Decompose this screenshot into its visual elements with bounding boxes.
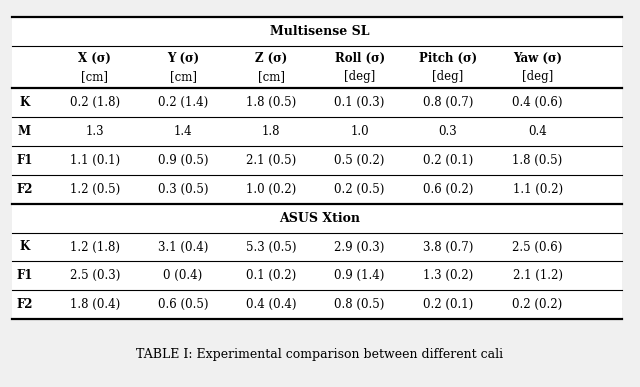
Text: 0.4 (0.4): 0.4 (0.4) xyxy=(246,298,296,311)
Text: Pitch (σ): Pitch (σ) xyxy=(419,52,477,65)
Text: 0.2 (0.2): 0.2 (0.2) xyxy=(513,298,563,311)
Text: 1.2 (0.5): 1.2 (0.5) xyxy=(70,183,120,196)
Text: X (σ): X (σ) xyxy=(78,52,111,65)
Text: Y (σ): Y (σ) xyxy=(167,52,199,65)
Text: 1.3 (0.2): 1.3 (0.2) xyxy=(423,269,473,283)
Text: 1.1 (0.2): 1.1 (0.2) xyxy=(513,183,563,196)
Text: 0.2 (1.8): 0.2 (1.8) xyxy=(70,96,120,109)
Text: 0.4: 0.4 xyxy=(528,125,547,138)
Text: [cm]: [cm] xyxy=(81,70,108,83)
Text: 1.8 (0.5): 1.8 (0.5) xyxy=(513,154,563,167)
Text: [cm]: [cm] xyxy=(258,70,285,83)
Text: 0.2 (0.5): 0.2 (0.5) xyxy=(335,183,385,196)
Text: F2: F2 xyxy=(16,183,33,196)
Text: 2.5 (0.3): 2.5 (0.3) xyxy=(70,269,120,283)
Text: 0.1 (0.3): 0.1 (0.3) xyxy=(335,96,385,109)
Text: F1: F1 xyxy=(16,154,33,167)
Text: 2.5 (0.6): 2.5 (0.6) xyxy=(513,240,563,253)
Text: 0.8 (0.7): 0.8 (0.7) xyxy=(423,96,473,109)
Text: 5.3 (0.5): 5.3 (0.5) xyxy=(246,240,296,253)
Text: F1: F1 xyxy=(16,269,33,283)
Text: 1.8 (0.5): 1.8 (0.5) xyxy=(246,96,296,109)
Text: 1.3: 1.3 xyxy=(85,125,104,138)
Text: Multisense SL: Multisense SL xyxy=(270,26,370,38)
Text: 1.2 (1.8): 1.2 (1.8) xyxy=(70,240,120,253)
Text: F2: F2 xyxy=(16,298,33,311)
Text: 0.9 (0.5): 0.9 (0.5) xyxy=(158,154,208,167)
Text: 0.2 (0.1): 0.2 (0.1) xyxy=(423,154,473,167)
Text: ASUS Xtion: ASUS Xtion xyxy=(280,212,360,224)
Text: [deg]: [deg] xyxy=(522,70,553,83)
Text: 0.3 (0.5): 0.3 (0.5) xyxy=(158,183,208,196)
Text: TABLE I: Experimental comparison between different cali: TABLE I: Experimental comparison between… xyxy=(136,348,504,361)
Text: 0.4 (0.6): 0.4 (0.6) xyxy=(513,96,563,109)
Text: 0.2 (1.4): 0.2 (1.4) xyxy=(158,96,208,109)
Text: 2.9 (0.3): 2.9 (0.3) xyxy=(335,240,385,253)
Text: 1.0: 1.0 xyxy=(350,125,369,138)
Text: 0.1 (0.2): 0.1 (0.2) xyxy=(246,269,296,283)
Text: [deg]: [deg] xyxy=(433,70,463,83)
Text: [cm]: [cm] xyxy=(170,70,196,83)
Text: 0.6 (0.5): 0.6 (0.5) xyxy=(158,298,208,311)
Text: K: K xyxy=(19,96,29,109)
Text: 1.8 (0.4): 1.8 (0.4) xyxy=(70,298,120,311)
Text: 0.9 (1.4): 0.9 (1.4) xyxy=(335,269,385,283)
Text: M: M xyxy=(18,125,31,138)
Text: Roll (σ): Roll (σ) xyxy=(335,52,385,65)
Text: [deg]: [deg] xyxy=(344,70,375,83)
Text: 0 (0.4): 0 (0.4) xyxy=(163,269,203,283)
Text: Yaw (σ): Yaw (σ) xyxy=(513,52,562,65)
Text: 0.2 (0.1): 0.2 (0.1) xyxy=(423,298,473,311)
Text: 1.0 (0.2): 1.0 (0.2) xyxy=(246,183,296,196)
Text: 3.8 (0.7): 3.8 (0.7) xyxy=(423,240,473,253)
Text: 2.1 (0.5): 2.1 (0.5) xyxy=(246,154,296,167)
Text: 1.8: 1.8 xyxy=(262,125,280,138)
Text: K: K xyxy=(19,240,29,253)
Text: 1.4: 1.4 xyxy=(173,125,193,138)
Text: 0.3: 0.3 xyxy=(438,125,458,138)
Text: 0.6 (0.2): 0.6 (0.2) xyxy=(423,183,473,196)
Text: 0.5 (0.2): 0.5 (0.2) xyxy=(335,154,385,167)
Text: 2.1 (1.2): 2.1 (1.2) xyxy=(513,269,563,283)
Text: Z (σ): Z (σ) xyxy=(255,52,287,65)
Text: 0.8 (0.5): 0.8 (0.5) xyxy=(335,298,385,311)
Bar xyxy=(12,17,622,319)
Text: 3.1 (0.4): 3.1 (0.4) xyxy=(158,240,208,253)
Text: 1.1 (0.1): 1.1 (0.1) xyxy=(70,154,120,167)
